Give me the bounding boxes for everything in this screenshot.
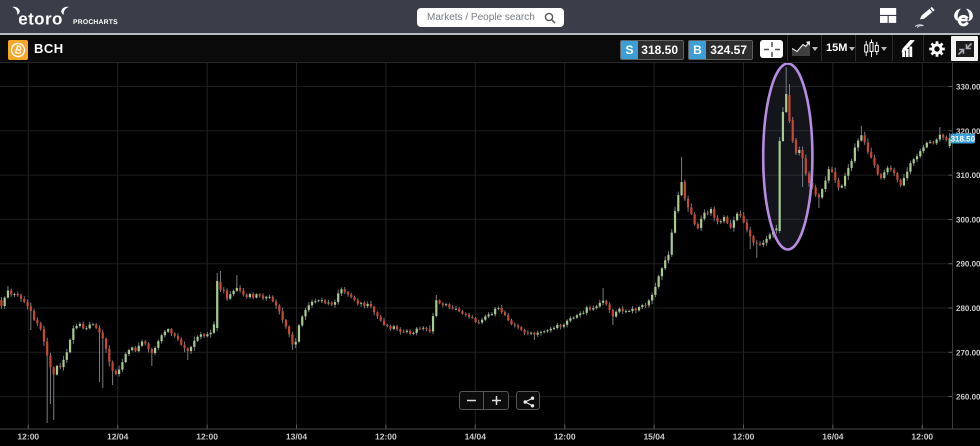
svg-text:16/04: 16/04 — [822, 432, 844, 442]
svg-text:PROCHARTS: PROCHARTS — [73, 19, 118, 26]
svg-text:12:00: 12:00 — [17, 432, 39, 442]
svg-text:270.00: 270.00 — [956, 348, 980, 357]
svg-text:12:00: 12:00 — [375, 432, 397, 442]
svg-text:318.50: 318.50 — [951, 134, 976, 143]
svg-text:260.00: 260.00 — [956, 393, 980, 402]
svg-text:12/04: 12/04 — [107, 432, 129, 442]
svg-text:12:00: 12:00 — [911, 432, 933, 442]
svg-text:290.00: 290.00 — [956, 260, 980, 269]
svg-text:320.00: 320.00 — [956, 127, 980, 136]
svg-text:310.00: 310.00 — [956, 171, 980, 180]
svg-text:12:00: 12:00 — [733, 432, 755, 442]
svg-text:12:00: 12:00 — [196, 432, 218, 442]
svg-text:etoro: etoro — [18, 10, 63, 29]
svg-text:13/04: 13/04 — [286, 432, 308, 442]
svg-text:12:00: 12:00 — [554, 432, 576, 442]
svg-text:14/04: 14/04 — [465, 432, 487, 442]
svg-text:280.00: 280.00 — [956, 304, 980, 313]
svg-text:330.00: 330.00 — [956, 83, 980, 92]
svg-text:300.00: 300.00 — [956, 215, 980, 224]
svg-text:15/04: 15/04 — [643, 432, 665, 442]
